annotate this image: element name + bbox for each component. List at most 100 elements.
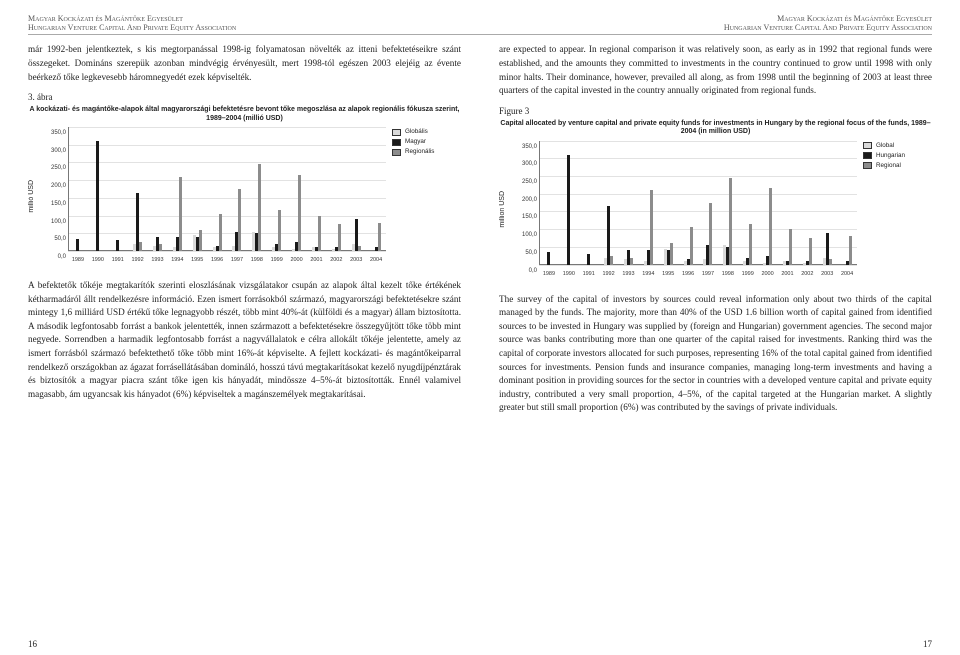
y-tick: 300,0 — [38, 148, 66, 154]
x-tick: 2002 — [330, 257, 342, 263]
bar-group: 1992 — [599, 141, 619, 265]
bar-regional — [610, 256, 613, 265]
x-tick: 2000 — [290, 257, 302, 263]
bar-regional — [258, 164, 261, 251]
header-org-hu: Magyar Kockázati és Magántőke Egyesület — [28, 14, 236, 23]
bar-group: 2002 — [797, 141, 817, 265]
bar-hungarian — [587, 254, 590, 265]
x-tick: 1991 — [583, 271, 595, 277]
y-tick: 100,0 — [38, 219, 66, 225]
swatch-regional-icon — [392, 149, 401, 156]
legend-global-hu: Globális — [405, 127, 428, 137]
x-tick: 2004 — [841, 271, 853, 277]
bar-group: 1989 — [68, 127, 88, 251]
right-intro-text: are expected to appear. In regional comp… — [499, 43, 932, 97]
left-intro-text: már 1992-ben jelentkeztek, s kis megtorp… — [28, 43, 461, 84]
legend-regional-hu: Regionális — [405, 147, 434, 157]
x-tick: 1999 — [742, 271, 754, 277]
chart-title-hu: A kockázati- és magántőke-alapok által m… — [28, 106, 461, 123]
header-rule — [28, 34, 932, 35]
bar-regional — [809, 238, 812, 265]
y-tick: 250,0 — [38, 165, 66, 171]
x-tick: 2002 — [801, 271, 813, 277]
bar-regional — [278, 210, 281, 251]
running-header: Magyar Kockázati és Magántőke Egyesület … — [28, 14, 932, 32]
bar-regional — [318, 216, 321, 251]
bar-regional — [789, 229, 792, 264]
legend-global-en: Global — [876, 141, 894, 151]
bar-group: 2000 — [758, 141, 778, 265]
legend-hu: Globális Magyar Regionális — [392, 127, 452, 157]
bar-group: 2003 — [817, 141, 837, 265]
bar-regional — [630, 258, 633, 265]
header-org-hu-r: Magyar Kockázati és Magántőke Egyesület — [724, 14, 932, 23]
bar-group: 2003 — [346, 127, 366, 251]
x-tick: 1994 — [171, 257, 183, 263]
x-tick: 1997 — [231, 257, 243, 263]
figure-label-en: Figure 3 — [499, 106, 932, 116]
bar-group: 1992 — [128, 127, 148, 251]
bar-group: 1994 — [638, 141, 658, 265]
bar-regional — [378, 223, 381, 251]
y-tick: 0,0 — [38, 254, 66, 260]
header-org-en-r: Hungarian Venture Capital And Private Eq… — [724, 23, 932, 32]
y-tick: 0,0 — [509, 268, 537, 274]
x-tick: 2004 — [370, 257, 382, 263]
x-tick: 1992 — [602, 271, 614, 277]
chart-en: million USD 0,050,0100,0150,0200,0250,03… — [499, 141, 932, 279]
y-tick: 350,0 — [509, 144, 537, 150]
bar-regional — [298, 175, 301, 251]
bar-regional — [670, 243, 673, 264]
x-tick: 1989 — [72, 257, 84, 263]
bar-regional — [199, 230, 202, 251]
x-tick: 2001 — [781, 271, 793, 277]
x-tick: 1993 — [151, 257, 163, 263]
swatch-global-icon — [392, 129, 401, 136]
bar-group: 2004 — [366, 127, 386, 251]
right-bottom-text: The survey of the capital of investors b… — [499, 293, 932, 415]
chart-title-en: Capital allocated by venture capital and… — [499, 120, 932, 137]
bar-group: 1993 — [619, 141, 639, 265]
page-number-left: 16 — [28, 639, 37, 649]
bar-group: 1999 — [738, 141, 758, 265]
y-axis-label-hu: millió USD — [28, 180, 35, 213]
bar-regional — [849, 236, 852, 264]
x-tick: 1997 — [702, 271, 714, 277]
chart-hu: millió USD 0,050,0100,0150,0200,0250,030… — [28, 127, 461, 265]
x-tick: 1996 — [211, 257, 223, 263]
x-tick: 2001 — [310, 257, 322, 263]
bar-group: 1989 — [539, 141, 559, 265]
bar-regional — [139, 242, 142, 251]
figure-label-hu: 3. ábra — [28, 92, 461, 102]
x-tick: 1998 — [722, 271, 734, 277]
bar-group: 1990 — [559, 141, 579, 265]
bar-regional — [179, 177, 182, 251]
legend-hungarian-en: Hungarian — [876, 151, 905, 161]
y-tick: 300,0 — [509, 161, 537, 167]
bar-group: 2001 — [778, 141, 798, 265]
x-tick: 1990 — [563, 271, 575, 277]
y-tick: 100,0 — [509, 232, 537, 238]
y-tick: 350,0 — [38, 130, 66, 136]
bar-group: 1993 — [148, 127, 168, 251]
bar-group: 2004 — [837, 141, 857, 265]
bar-group: 1998 — [247, 127, 267, 251]
bar-group: 1995 — [658, 141, 678, 265]
bar-group: 1997 — [698, 141, 718, 265]
bar-regional — [219, 214, 222, 251]
bar-hungarian — [76, 239, 79, 251]
bar-hungarian — [96, 141, 99, 251]
right-column: are expected to appear. In regional comp… — [499, 43, 932, 423]
x-tick: 1996 — [682, 271, 694, 277]
x-tick: 1991 — [112, 257, 124, 263]
bar-group: 2000 — [287, 127, 307, 251]
swatch-hungarian-icon — [392, 139, 401, 146]
bar-regional — [650, 190, 653, 264]
swatch-hungarian-icon — [863, 152, 872, 159]
bar-group: 1996 — [207, 127, 227, 251]
y-tick: 200,0 — [38, 183, 66, 189]
bar-regional — [769, 188, 772, 264]
y-tick: 200,0 — [509, 197, 537, 203]
x-tick: 1995 — [191, 257, 203, 263]
bar-group: 2002 — [326, 127, 346, 251]
